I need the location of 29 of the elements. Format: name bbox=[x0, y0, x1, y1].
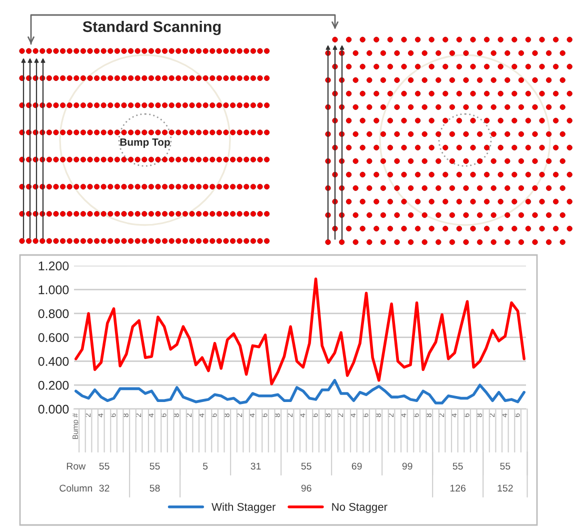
text: 152 bbox=[498, 484, 513, 492]
text: Row bbox=[66, 462, 86, 470]
y-tick-label: 0.400 bbox=[38, 357, 69, 366]
y-tick-label: 0.200 bbox=[38, 380, 69, 390]
text: 126 bbox=[450, 484, 466, 492]
text: 58 bbox=[150, 484, 160, 492]
y-tick-label: 1.000 bbox=[38, 285, 69, 294]
legend-label: With Stagger bbox=[212, 502, 276, 514]
line-series bbox=[74, 378, 526, 404]
text: 96 bbox=[301, 484, 312, 492]
text: 99 bbox=[402, 462, 412, 470]
text: Standard Scanning bbox=[82, 20, 221, 36]
text: 69 bbox=[352, 462, 362, 470]
text: 55 bbox=[99, 462, 110, 470]
legend-label: No Stagger bbox=[332, 502, 388, 514]
text: 32 bbox=[99, 484, 110, 492]
text: Column bbox=[60, 484, 92, 492]
y-tick-label: 1.200 bbox=[38, 262, 69, 270]
text: 5 bbox=[202, 462, 208, 470]
text: 31 bbox=[250, 462, 261, 470]
text: 55 bbox=[301, 462, 312, 470]
text: 55 bbox=[500, 462, 510, 470]
text: 55 bbox=[452, 462, 463, 470]
y-tick-label: 0.000 bbox=[38, 404, 69, 414]
text: Bump Top bbox=[120, 138, 170, 148]
y-tick-label: 0.800 bbox=[38, 309, 69, 318]
y-tick-label: 0.600 bbox=[38, 333, 69, 342]
text: 55 bbox=[150, 462, 160, 470]
line-series bbox=[74, 277, 526, 386]
